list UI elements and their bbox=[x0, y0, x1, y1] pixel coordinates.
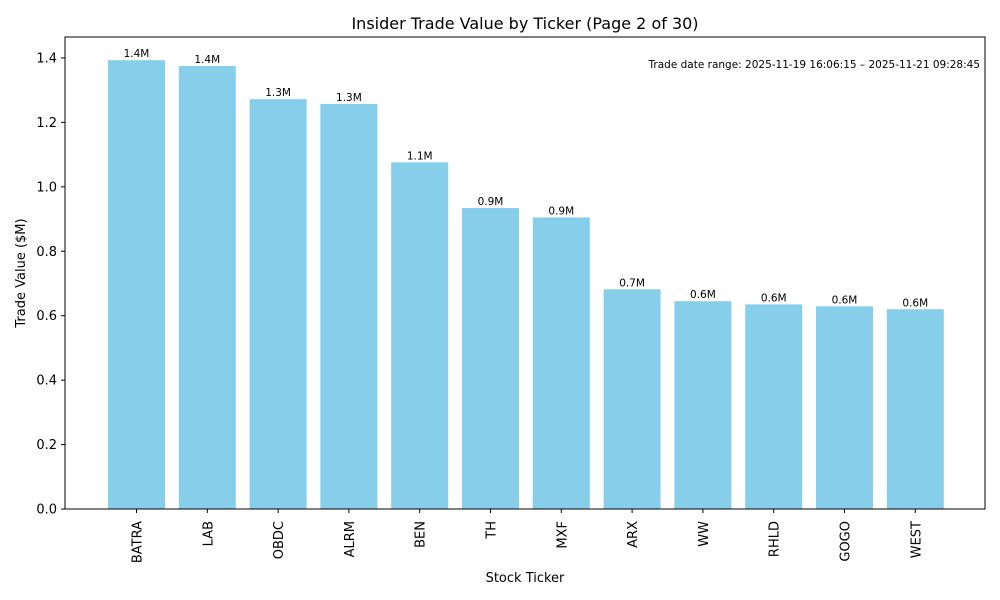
bar-th bbox=[462, 208, 519, 509]
bar-mxf bbox=[532, 217, 590, 510]
chart-title: Insider Trade Value by Ticker (Page 2 of… bbox=[351, 14, 698, 33]
x-tick-label-gogo: GOGO bbox=[839, 521, 854, 562]
y-tick-label: 0.4 bbox=[36, 374, 57, 389]
x-tick-label-mxf: MXF bbox=[555, 521, 570, 549]
value-label-obdc: 1.3M bbox=[265, 87, 291, 99]
bar-rhld bbox=[745, 304, 803, 509]
x-tick-label-ww: WW bbox=[697, 521, 712, 547]
bar-gogo bbox=[816, 306, 873, 509]
bar-ben bbox=[391, 162, 449, 509]
y-axis: 0.0 0.2 0.4 0.6 0.8 1.0 1.2 1.4 bbox=[36, 51, 65, 518]
y-tick-label: 1.4 bbox=[36, 51, 57, 66]
x-tick-label-obdc: OBDC bbox=[272, 521, 287, 559]
x-tick-label-batra: BATRA bbox=[131, 521, 146, 563]
x-tick-label-arx: ARX bbox=[626, 521, 641, 548]
x-tick-label-ben: BEN bbox=[414, 521, 429, 548]
value-label-alrm: 1.3M bbox=[336, 92, 362, 104]
value-label-west: 0.6M bbox=[902, 297, 928, 309]
y-axis-title: Trade Value ($M) bbox=[14, 218, 29, 328]
y-tick-label: 0.0 bbox=[36, 503, 57, 518]
bar-ww bbox=[674, 301, 732, 509]
bar-arx bbox=[603, 289, 661, 509]
value-label-arx: 0.7M bbox=[619, 277, 645, 289]
x-axis: BATRA LAB OBDC ALRM BEN TH MXF ARX WW RHLD GOGO WES… bbox=[131, 509, 924, 563]
value-label-ww: 0.6M bbox=[690, 289, 716, 301]
date-range-annotation: Trade date range: 2025-11-19 16:06:15 – … bbox=[648, 59, 980, 71]
y-tick-label: 0.8 bbox=[36, 245, 57, 260]
value-label-ben: 1.1M bbox=[407, 150, 433, 162]
y-tick-label: 0.2 bbox=[36, 438, 57, 453]
bar-batra bbox=[108, 60, 165, 509]
bar-west bbox=[886, 309, 944, 509]
x-tick-label-th: TH bbox=[485, 521, 500, 540]
x-tick-label-alrm: ALRM bbox=[343, 521, 358, 557]
bar-obdc bbox=[249, 99, 307, 510]
x-tick-label-lab: LAB bbox=[201, 521, 216, 546]
value-label-mxf: 0.9M bbox=[548, 205, 574, 217]
value-label-th: 0.9M bbox=[478, 196, 504, 208]
bar-alrm bbox=[320, 104, 378, 509]
y-tick-label: 1.2 bbox=[36, 116, 57, 131]
bar-lab bbox=[178, 66, 236, 509]
value-label-rhld: 0.6M bbox=[761, 292, 787, 304]
value-label-gogo: 0.6M bbox=[832, 294, 858, 306]
value-labels-group: 1.4M 1.4M 1.3M 1.3M 1.1M 0.9M 0.9M 0.7M 0.6M 0.6M… bbox=[124, 48, 929, 309]
x-axis-title: Stock Ticker bbox=[486, 571, 565, 586]
x-tick-label-rhld: RHLD bbox=[768, 521, 783, 557]
y-tick-label: 0.6 bbox=[36, 309, 57, 324]
x-tick-label-west: WEST bbox=[909, 521, 924, 558]
plot-frame bbox=[64, 36, 986, 510]
bars-group bbox=[108, 60, 944, 510]
value-label-batra: 1.4M bbox=[124, 48, 150, 60]
y-tick-label: 1.0 bbox=[36, 180, 57, 195]
value-label-lab: 1.4M bbox=[194, 54, 220, 66]
